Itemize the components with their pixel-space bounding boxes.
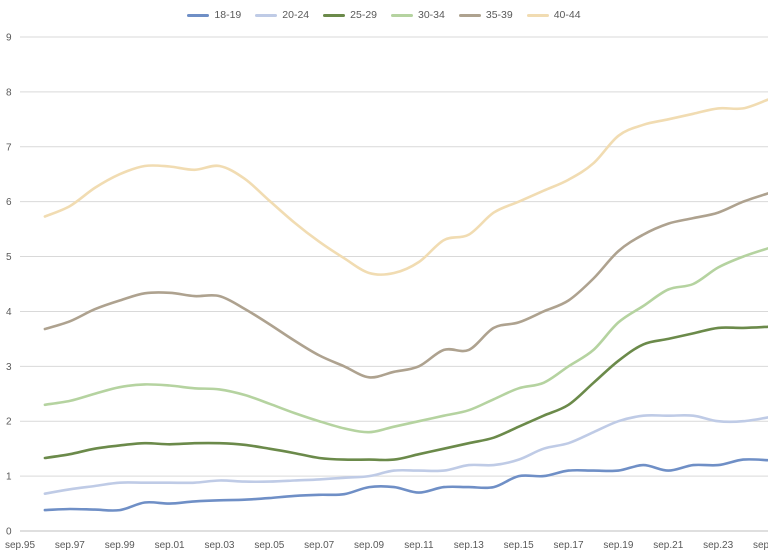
x-tick-label: sep.23 bbox=[703, 540, 733, 551]
x-tick-label: sep.17 bbox=[554, 540, 584, 551]
legend-item-35-39: 35-39 bbox=[458, 9, 513, 21]
x-tick-label: sep.19 bbox=[603, 540, 633, 551]
legend-swatch bbox=[323, 13, 346, 17]
legend-swatch bbox=[187, 13, 210, 17]
legend-item-18-19: 18-19 bbox=[187, 9, 241, 21]
x-tick-label: sep.01 bbox=[155, 540, 185, 551]
y-tick-label: 1 bbox=[6, 472, 12, 483]
series-line-40-44 bbox=[43, 98, 768, 276]
series-line-30-34 bbox=[43, 247, 768, 434]
legend-swatch bbox=[526, 13, 549, 17]
legend-label: 20-24 bbox=[282, 9, 310, 21]
legend-label: 30-34 bbox=[418, 9, 445, 21]
legend-label: 18-19 bbox=[214, 9, 242, 21]
legend-swatch bbox=[458, 13, 481, 17]
chart-legend: 18-19 20-24 25-29 30-34 35-39 40-44 bbox=[0, 6, 768, 24]
legend-label: 35-39 bbox=[485, 9, 513, 21]
legend-item-40-44: 40-44 bbox=[526, 9, 581, 21]
legend-item-20-24: 20-24 bbox=[255, 9, 309, 21]
y-tick-label: 4 bbox=[6, 307, 12, 318]
y-tick-label: 5 bbox=[6, 252, 12, 263]
legend-item-30-34: 30-34 bbox=[391, 9, 445, 21]
x-tick-label: sep.05 bbox=[254, 540, 284, 551]
y-tick-label: 0 bbox=[6, 527, 12, 538]
y-tick-label: 2 bbox=[6, 417, 12, 428]
legend-item-25-29: 25-29 bbox=[323, 9, 377, 21]
x-tick-label: sep.97 bbox=[55, 540, 85, 551]
y-tick-label: 9 bbox=[6, 33, 12, 44]
x-tick-label: sep.03 bbox=[204, 540, 234, 551]
legend-label: 40-44 bbox=[553, 9, 581, 21]
legend-swatch bbox=[391, 13, 413, 17]
x-tick-label: sep.15 bbox=[504, 540, 534, 551]
series-line-20-24 bbox=[43, 414, 768, 495]
x-tick-label: sep.99 bbox=[105, 540, 135, 551]
y-tick-label: 7 bbox=[6, 142, 12, 153]
y-tick-label: 8 bbox=[6, 87, 12, 98]
x-tick-label: sep.95 bbox=[5, 540, 35, 551]
legend-label: 25-29 bbox=[350, 9, 377, 21]
x-tick-label: sep.13 bbox=[454, 540, 484, 551]
x-tick-label: sep.09 bbox=[354, 540, 384, 551]
x-tick-label: sep.07 bbox=[304, 540, 334, 551]
x-tick-label: sep.11 bbox=[404, 540, 434, 551]
legend-swatch bbox=[255, 13, 278, 17]
series-line-35-39 bbox=[43, 192, 768, 379]
x-tick-label: sep.21 bbox=[653, 540, 683, 551]
series-line-18-19 bbox=[43, 458, 768, 512]
series-line-25-29 bbox=[43, 325, 768, 462]
x-tick-label: sep.25 bbox=[753, 540, 768, 551]
y-tick-label: 3 bbox=[6, 362, 12, 373]
y-tick-label: 6 bbox=[6, 197, 12, 208]
